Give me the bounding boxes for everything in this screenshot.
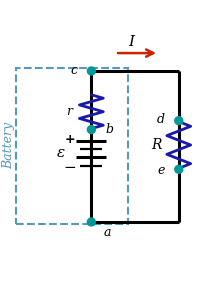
Text: Battery: Battery [2,122,16,170]
Text: +: + [64,133,75,146]
Text: −: − [63,160,76,175]
Bar [16,68,128,224]
Circle shape [87,126,95,134]
Circle shape [87,218,95,226]
Text: d: d [157,113,165,126]
Text: I: I [128,35,134,49]
Text: ε: ε [57,146,65,160]
Text: b: b [105,123,113,136]
Text: r: r [67,105,72,118]
Text: e: e [157,164,165,177]
Text: a: a [103,226,111,239]
Text: R: R [152,138,162,152]
Circle shape [175,165,183,173]
Circle shape [175,117,183,125]
Text: c: c [70,65,78,78]
Circle shape [87,67,95,75]
